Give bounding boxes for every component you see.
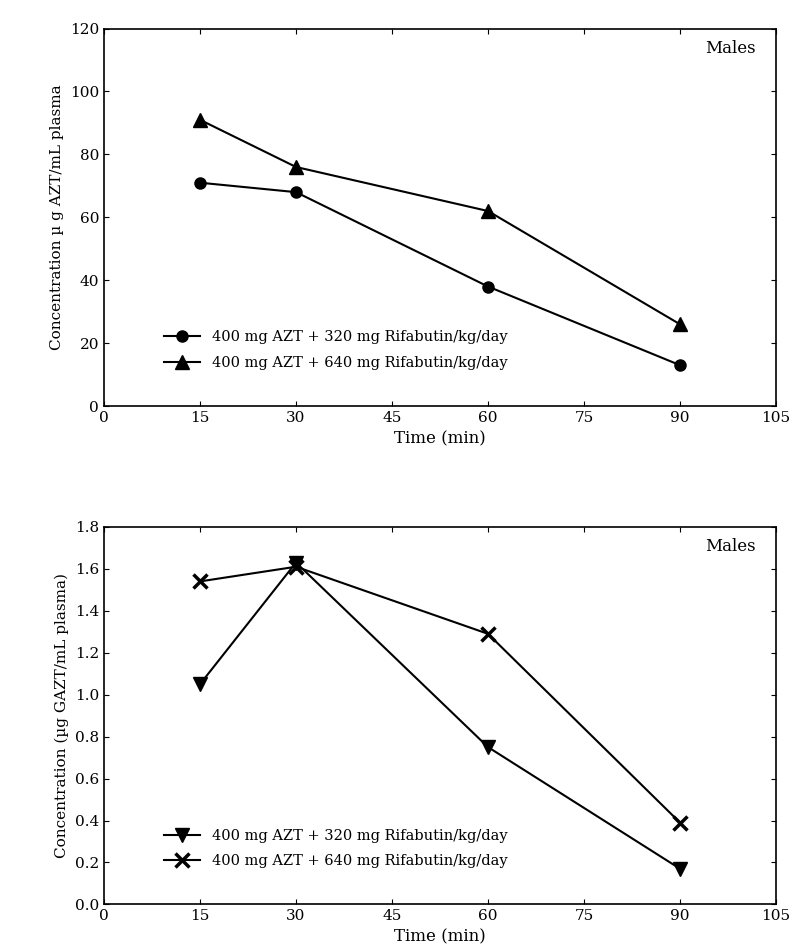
400 mg AZT + 640 mg Rifabutin/kg/day	[483, 206, 493, 217]
400 mg AZT + 320 mg Rifabutin/kg/day	[675, 360, 685, 371]
Legend: 400 mg AZT + 320 mg Rifabutin/kg/day, 400 mg AZT + 640 mg Rifabutin/kg/day: 400 mg AZT + 320 mg Rifabutin/kg/day, 40…	[158, 325, 513, 376]
400 mg AZT + 320 mg Rifabutin/kg/day	[483, 742, 493, 753]
400 mg AZT + 640 mg Rifabutin/kg/day	[291, 161, 301, 172]
400 mg AZT + 640 mg Rifabutin/kg/day	[675, 319, 685, 330]
400 mg AZT + 320 mg Rifabutin/kg/day	[195, 679, 205, 690]
400 mg AZT + 320 mg Rifabutin/kg/day	[195, 177, 205, 188]
400 mg AZT + 320 mg Rifabutin/kg/day	[675, 863, 685, 875]
Text: Males: Males	[706, 40, 756, 57]
400 mg AZT + 640 mg Rifabutin/kg/day	[483, 628, 493, 640]
Y-axis label: Concentration (µg GAZT/mL plasma): Concentration (µg GAZT/mL plasma)	[55, 573, 70, 858]
Line: 400 mg AZT + 320 mg Rifabutin/kg/day: 400 mg AZT + 320 mg Rifabutin/kg/day	[194, 177, 686, 370]
400 mg AZT + 320 mg Rifabutin/kg/day	[291, 557, 301, 568]
Line: 400 mg AZT + 640 mg Rifabutin/kg/day: 400 mg AZT + 640 mg Rifabutin/kg/day	[193, 560, 687, 829]
Line: 400 mg AZT + 640 mg Rifabutin/kg/day: 400 mg AZT + 640 mg Rifabutin/kg/day	[193, 113, 687, 331]
400 mg AZT + 320 mg Rifabutin/kg/day	[291, 187, 301, 198]
X-axis label: Time (min): Time (min)	[394, 929, 486, 946]
Legend: 400 mg AZT + 320 mg Rifabutin/kg/day, 400 mg AZT + 640 mg Rifabutin/kg/day: 400 mg AZT + 320 mg Rifabutin/kg/day, 40…	[158, 823, 513, 874]
400 mg AZT + 640 mg Rifabutin/kg/day	[675, 817, 685, 828]
400 mg AZT + 640 mg Rifabutin/kg/day	[291, 561, 301, 572]
400 mg AZT + 640 mg Rifabutin/kg/day	[195, 114, 205, 126]
X-axis label: Time (min): Time (min)	[394, 430, 486, 447]
Text: Males: Males	[706, 538, 756, 555]
Y-axis label: Concentration µ g AZT/mL plasma: Concentration µ g AZT/mL plasma	[50, 85, 64, 350]
Line: 400 mg AZT + 320 mg Rifabutin/kg/day: 400 mg AZT + 320 mg Rifabutin/kg/day	[193, 556, 687, 876]
400 mg AZT + 640 mg Rifabutin/kg/day	[195, 576, 205, 587]
400 mg AZT + 320 mg Rifabutin/kg/day	[483, 281, 493, 292]
